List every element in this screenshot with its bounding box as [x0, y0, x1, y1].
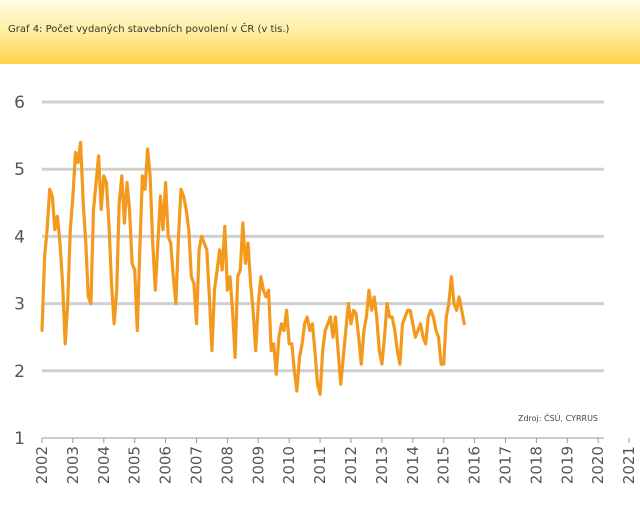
y-tick-label-5: 5 — [14, 160, 25, 180]
x-tick-label-2010: 2010 — [280, 446, 298, 484]
x-tick-label-2009: 2009 — [249, 446, 267, 484]
x-tick-label-2015: 2015 — [435, 446, 453, 484]
y-tick-label-3: 3 — [14, 295, 25, 315]
source-note: Zdroj: ČSÚ, CYRRUS — [518, 412, 598, 423]
x-tick-label-2019: 2019 — [558, 446, 576, 484]
chart-title: Graf 4: Počet vydaných stavebních povole… — [8, 24, 290, 35]
x-tick-label-2012: 2012 — [342, 446, 360, 484]
y-tick-label-1: 1 — [14, 429, 25, 449]
x-tick-label-2013: 2013 — [373, 446, 391, 484]
x-tick-label-2005: 2005 — [126, 446, 144, 484]
y-tick-label-4: 4 — [14, 227, 25, 247]
x-axis — [41, 437, 630, 443]
x-tick-label-2002: 2002 — [33, 446, 51, 484]
x-tick-label-2011: 2011 — [311, 446, 329, 484]
x-tick-label-2014: 2014 — [404, 446, 422, 484]
x-tick-label-2006: 2006 — [157, 446, 175, 484]
y-tick-label-2: 2 — [14, 362, 25, 382]
series-line-0 — [40, 140, 466, 396]
x-tick-label-2018: 2018 — [527, 446, 545, 484]
x-axis-labels: 2002 2003 2004 2005 2006 2007 2008 2009 2010 2011… — [33, 446, 638, 484]
x-tick-label-2020: 2020 — [589, 446, 607, 484]
x-tick-label-2008: 2008 — [218, 446, 236, 484]
x-tick-label-2007: 2007 — [188, 446, 206, 484]
grid-lines — [42, 100, 604, 373]
series-layer — [40, 140, 466, 396]
x-tick-label-2003: 2003 — [64, 446, 82, 484]
y-tick-label-6: 6 — [14, 93, 25, 113]
x-tick-label-2021: 2021 — [620, 446, 638, 484]
x-tick-label-2017: 2017 — [497, 446, 515, 484]
y-axis-labels: 1 2 3 4 5 6 — [14, 93, 25, 449]
x-tick-label-2004: 2004 — [95, 446, 113, 484]
chart-header: Graf 4: Počet vydaných stavebních povole… — [0, 0, 640, 64]
x-tick-label-2016: 2016 — [466, 446, 484, 484]
